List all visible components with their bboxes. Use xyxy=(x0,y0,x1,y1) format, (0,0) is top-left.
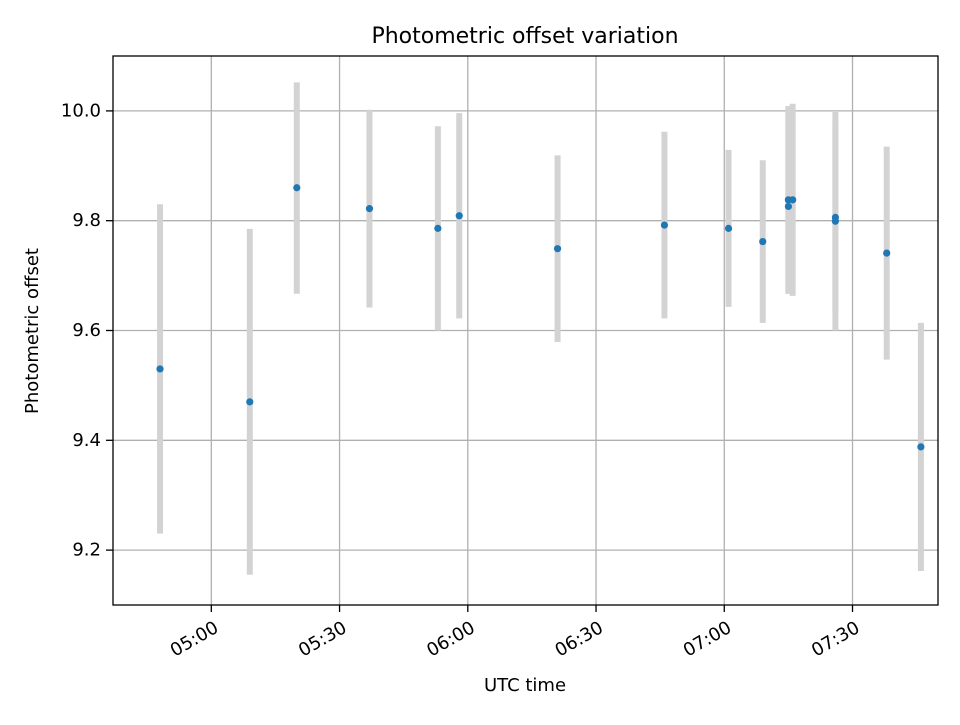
y-tick-label: 10.0 xyxy=(61,100,101,121)
data-point xyxy=(293,184,301,192)
y-tick-label: 9.2 xyxy=(72,540,101,561)
y-axis-label: Photometric offset xyxy=(22,248,43,414)
data-point xyxy=(660,221,669,229)
data-point xyxy=(759,237,767,246)
y-tick-label: 9.6 xyxy=(72,320,101,341)
data-point xyxy=(246,398,254,406)
data-point xyxy=(455,212,463,220)
y-tick-label: 9.4 xyxy=(72,430,101,451)
data-point xyxy=(917,443,925,451)
x-axis-label: UTC time xyxy=(484,675,566,696)
data-points xyxy=(156,184,925,451)
data-point xyxy=(365,205,374,213)
y-axis-ticks: 9.2 9.4 9.6 9.8 10.0 xyxy=(61,100,113,561)
data-point xyxy=(831,213,840,222)
data-point xyxy=(883,249,891,257)
data-point xyxy=(724,224,733,232)
data-point xyxy=(784,202,792,211)
data-point xyxy=(553,245,562,253)
y-tick-label: 9.8 xyxy=(72,210,101,231)
chart-title: Photometric offset variation xyxy=(371,24,678,49)
data-point xyxy=(789,196,797,204)
data-point xyxy=(156,365,164,373)
data-point xyxy=(434,224,442,232)
